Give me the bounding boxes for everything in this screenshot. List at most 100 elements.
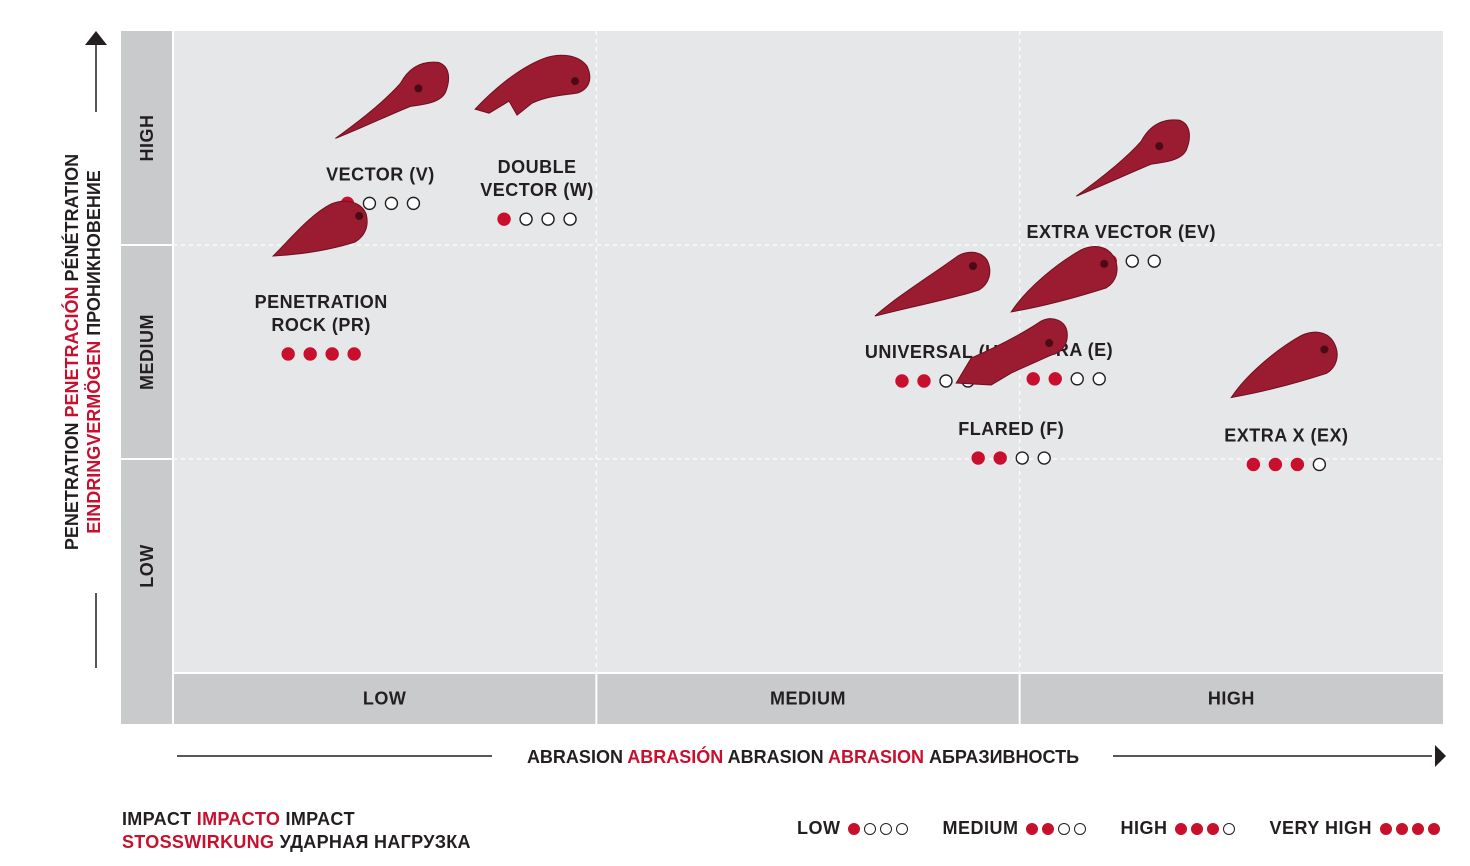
- data-point: PENETRATION ROCK (PR): [255, 200, 387, 361]
- y-axis-label-part: PENETRACIÓN: [61, 281, 82, 417]
- impact-dot-filled: [971, 451, 985, 465]
- tooth-icon: [1010, 246, 1118, 313]
- impact-dot-filled: [303, 347, 317, 361]
- impact-title-part: УДАРНАЯ НАГРУЗКА: [279, 832, 471, 852]
- plot-area: [173, 31, 1443, 673]
- tooth-body: [874, 251, 991, 317]
- legend-item: VERY HIGH: [1269, 818, 1444, 839]
- impact-dot-filled: [325, 347, 339, 361]
- x-tick-label: LOW: [363, 689, 407, 709]
- tooth-body: [271, 200, 368, 257]
- impact-dot-empty: [1147, 254, 1161, 268]
- point-label: EXTRA X (EX): [1224, 425, 1348, 445]
- tooth-pin-hole: [969, 262, 977, 270]
- legend-dot-filled: [1380, 822, 1392, 835]
- tooth-icon: [1230, 331, 1338, 399]
- impact-dot-empty: [519, 212, 533, 226]
- impact-dot-empty: [541, 212, 555, 226]
- impact-dot-filled: [1246, 457, 1261, 472]
- y-tick-label: MEDIUM: [137, 314, 157, 390]
- impact-title-part: IMPACT: [285, 809, 355, 829]
- point-label: VECTOR (W): [480, 180, 594, 200]
- impact-dot-empty: [1037, 451, 1051, 465]
- legend-dot-empty: [864, 822, 877, 835]
- y-axis-label-part: ПРОНИКНОВЕНИЕ: [84, 170, 104, 336]
- data-point: EXTRA X (EX): [1224, 331, 1348, 472]
- x-axis-label-part: ABRASION: [728, 747, 828, 767]
- impact-dot-empty: [1015, 451, 1029, 465]
- data-point: DOUBLE VECTOR (W): [474, 54, 594, 226]
- impact-dot-filled: [1048, 372, 1062, 386]
- y-axis-band: [121, 31, 173, 724]
- impact-title-line-2: STOSSWIRKUNG УДАРНАЯ НАГРУЗКА: [122, 831, 471, 854]
- x-axis-band: [173, 673, 1443, 724]
- x-axis-label-part: ABRASIÓN: [627, 746, 727, 767]
- legend-item-label: VERY HIGH: [1269, 818, 1372, 838]
- impact-dot-empty: [362, 196, 377, 211]
- impact-dot-empty: [406, 196, 421, 211]
- impact-dot-filled: [917, 374, 931, 388]
- impact-title-line-1: IMPACT IMPACTO IMPACT: [122, 808, 471, 831]
- tooth-pin-hole: [355, 211, 364, 220]
- tooth-pin-hole: [1155, 142, 1164, 151]
- impact-dot-filled: [1290, 457, 1305, 472]
- impact-dot-filled: [993, 451, 1007, 465]
- y-tick-label: HIGH: [137, 115, 157, 162]
- tooth-pin-hole: [1045, 339, 1054, 348]
- tooth-body: [1230, 331, 1338, 399]
- impact-title-part: STOSSWIRKUNG: [122, 832, 280, 852]
- tooth-pin-hole: [571, 77, 580, 86]
- impact-dot-filled: [497, 212, 511, 226]
- legend-dot-filled: [1412, 822, 1424, 835]
- tooth-icon: [474, 54, 591, 116]
- y-axis-label-part: PENETRATION: [62, 418, 82, 551]
- tooth-pin-hole: [1320, 345, 1329, 354]
- x-axis-label-part: ABRASION: [527, 747, 627, 767]
- y-axis-arrowhead: [85, 31, 107, 45]
- tooth-body: [955, 318, 1068, 386]
- legend-dot-filled: [1207, 822, 1220, 835]
- legend-dot-filled: [1191, 822, 1204, 835]
- impact-dot-empty: [1092, 372, 1106, 386]
- legend-item-label: MEDIUM: [942, 818, 1019, 838]
- point-label: EXTRA VECTOR (EV): [1027, 222, 1217, 242]
- legend-dot-empty: [1074, 822, 1087, 835]
- impact-dot-filled: [1268, 457, 1283, 472]
- legend-dot-empty: [896, 822, 909, 835]
- data-point: UNIVERSAL (U): [865, 251, 1005, 388]
- y-tick-label: LOW: [137, 544, 157, 588]
- impact-dot-empty: [563, 212, 577, 226]
- tooth-icon: [1075, 119, 1190, 197]
- impact-title-part: IMPACT: [122, 809, 197, 829]
- tooth-body: [1075, 119, 1190, 197]
- impact-dot-empty: [384, 196, 399, 211]
- x-tick-label: MEDIUM: [770, 689, 846, 709]
- impact-dot-filled: [347, 347, 361, 361]
- tooth-icon: [874, 251, 991, 317]
- x-axis-label-part: ABRASION: [828, 747, 929, 767]
- y-axis-label-part: PÉNÉTRATION: [61, 154, 82, 282]
- y-axis-label-part: EINDRINGVERMÖGEN: [84, 336, 104, 534]
- x-axis-arrowhead: [1435, 745, 1446, 767]
- legend-dot-filled: [1396, 822, 1408, 835]
- impact-legend-title: IMPACT IMPACTO IMPACT STOSSWIRKUNG УДАРН…: [122, 808, 471, 854]
- y-axis-label: PENETRATION PENETRACIÓN PÉNÉTRATION EINDR…: [61, 154, 104, 550]
- legend-dot-filled: [1175, 822, 1188, 835]
- impact-dot-filled: [895, 374, 909, 388]
- tooth-icon: [271, 200, 368, 257]
- x-axis-label: ABRASION ABRASIÓN ABRASION ABRASION АБРА…: [527, 746, 1079, 767]
- tooth-icon: [335, 61, 450, 139]
- impact-dot-empty: [939, 374, 953, 388]
- legend-dot-filled: [1428, 822, 1440, 835]
- x-tick-label: HIGH: [1208, 689, 1255, 709]
- tooth-body: [474, 54, 591, 116]
- legend-item: MEDIUM: [942, 818, 1090, 839]
- point-label: ROCK (PR): [271, 315, 371, 335]
- legend-dot-empty: [1058, 822, 1071, 835]
- data-point: VECTOR (V): [326, 61, 450, 211]
- tooth-icon: [955, 318, 1068, 386]
- impact-title-part: IMPACTO: [196, 809, 286, 829]
- legend-dot-filled: [848, 822, 861, 835]
- impact-legend: LOW MEDIUM HIGH VERY HIGH: [767, 818, 1444, 839]
